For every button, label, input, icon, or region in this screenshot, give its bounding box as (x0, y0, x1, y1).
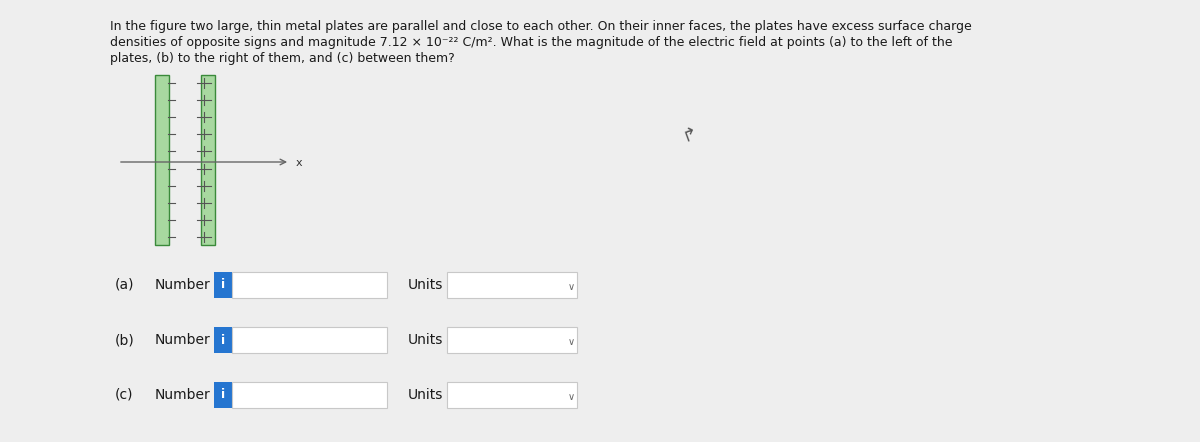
Text: Units: Units (408, 388, 443, 402)
Text: Number: Number (155, 388, 211, 402)
Bar (446, 327, 577, 353)
Text: i: i (221, 334, 226, 347)
Bar (232, 272, 386, 298)
Bar (214, 272, 232, 298)
Text: ∨: ∨ (568, 392, 575, 402)
Text: i: i (221, 278, 226, 292)
Text: ∨: ∨ (568, 337, 575, 347)
Text: Number: Number (155, 333, 211, 347)
Bar (155, 75, 169, 245)
Text: (b): (b) (115, 333, 134, 347)
Bar (214, 382, 232, 408)
Text: densities of opposite signs and magnitude 7.12 × 10⁻²² C/m². What is the magnitu: densities of opposite signs and magnitud… (110, 36, 953, 49)
Text: In the figure two large, thin metal plates are parallel and close to each other.: In the figure two large, thin metal plat… (110, 20, 972, 33)
Text: ↱: ↱ (680, 124, 700, 146)
Bar (446, 272, 577, 298)
Text: plates, (b) to the right of them, and (c) between them?: plates, (b) to the right of them, and (c… (110, 52, 455, 65)
Bar (232, 382, 386, 408)
Bar (214, 327, 232, 353)
Bar (232, 327, 386, 353)
Text: Number: Number (155, 278, 211, 292)
Text: ∨: ∨ (568, 282, 575, 292)
Text: (a): (a) (115, 278, 134, 292)
Text: x: x (296, 158, 302, 168)
Bar (202, 75, 215, 245)
Text: (c): (c) (115, 388, 133, 402)
Text: Units: Units (408, 278, 443, 292)
Text: i: i (221, 389, 226, 401)
Bar (446, 382, 577, 408)
Text: Units: Units (408, 333, 443, 347)
